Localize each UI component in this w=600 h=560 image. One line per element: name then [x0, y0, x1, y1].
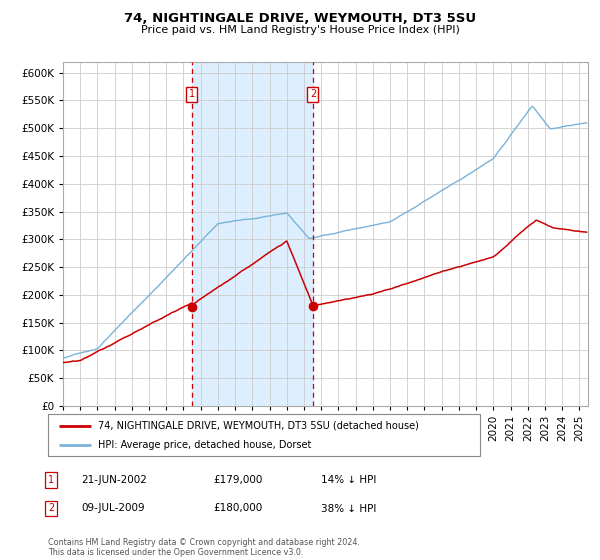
Text: 09-JUL-2009: 09-JUL-2009: [81, 503, 145, 514]
Text: 1: 1: [48, 475, 54, 485]
Text: £180,000: £180,000: [213, 503, 262, 514]
Text: 14% ↓ HPI: 14% ↓ HPI: [321, 475, 376, 485]
Text: 2: 2: [310, 89, 316, 99]
Text: Contains HM Land Registry data © Crown copyright and database right 2024.
This d: Contains HM Land Registry data © Crown c…: [48, 538, 360, 557]
Text: 38% ↓ HPI: 38% ↓ HPI: [321, 503, 376, 514]
Text: 21-JUN-2002: 21-JUN-2002: [81, 475, 147, 485]
Text: 1: 1: [188, 89, 194, 99]
Text: HPI: Average price, detached house, Dorset: HPI: Average price, detached house, Dors…: [98, 440, 311, 450]
Text: Price paid vs. HM Land Registry's House Price Index (HPI): Price paid vs. HM Land Registry's House …: [140, 25, 460, 35]
Text: 2: 2: [48, 503, 54, 514]
Text: 74, NIGHTINGALE DRIVE, WEYMOUTH, DT3 5SU: 74, NIGHTINGALE DRIVE, WEYMOUTH, DT3 5SU: [124, 12, 476, 25]
Bar: [191, 62, 313, 406]
Text: 74, NIGHTINGALE DRIVE, WEYMOUTH, DT3 5SU (detached house): 74, NIGHTINGALE DRIVE, WEYMOUTH, DT3 5SU…: [98, 421, 419, 431]
Text: £179,000: £179,000: [213, 475, 262, 485]
